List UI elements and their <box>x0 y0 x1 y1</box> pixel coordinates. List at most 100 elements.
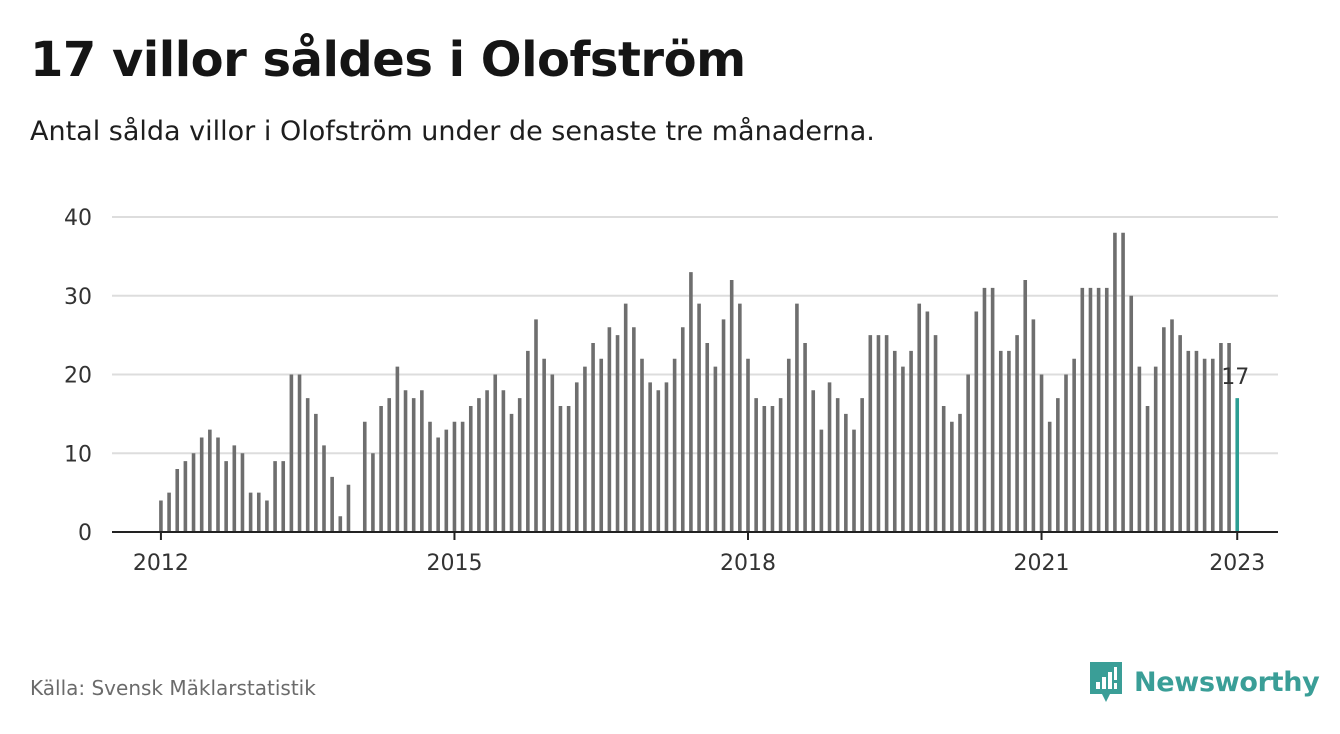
bar <box>1104 287 1109 533</box>
bar <box>811 390 816 532</box>
bar <box>1153 366 1158 533</box>
bar <box>436 437 440 532</box>
bar <box>1015 335 1019 533</box>
bar-chart: 0 10 20 30 40 17 2012 2015 2018 2021 2023 <box>64 206 1278 576</box>
bar <box>795 303 799 533</box>
bar <box>1007 350 1011 533</box>
bar <box>1202 358 1207 532</box>
bar <box>379 406 383 532</box>
bar <box>1023 280 1028 532</box>
bar <box>1088 287 1093 533</box>
bar <box>297 374 302 532</box>
bar <box>477 398 481 533</box>
bar <box>844 413 848 533</box>
gridlines <box>112 216 1278 455</box>
x-tick-label: 2021 <box>1014 551 1070 576</box>
bar <box>746 358 750 532</box>
bar <box>689 272 693 533</box>
y-tick-label: 0 <box>78 521 92 546</box>
bar <box>819 429 824 533</box>
bar <box>216 437 220 532</box>
bar <box>982 287 987 533</box>
bar <box>827 382 832 533</box>
bar <box>387 398 392 533</box>
bar <box>892 350 897 533</box>
bar <box>1194 350 1199 533</box>
bar <box>256 492 261 533</box>
bar <box>509 413 514 533</box>
bar <box>876 335 881 533</box>
bar <box>362 421 367 532</box>
bar <box>183 461 188 533</box>
bar <box>656 390 661 532</box>
bar <box>640 358 644 532</box>
bar <box>884 335 889 533</box>
bar <box>159 500 163 532</box>
bar <box>338 516 343 532</box>
bar <box>762 406 767 532</box>
x-tick-label: 2015 <box>426 551 482 576</box>
bar <box>444 429 449 533</box>
bar <box>468 406 473 532</box>
bar <box>395 366 400 533</box>
bar <box>672 358 677 532</box>
bar <box>232 445 237 533</box>
bar <box>542 358 546 532</box>
bar <box>680 327 685 532</box>
bar <box>860 398 864 533</box>
bar <box>1219 343 1223 532</box>
bar <box>933 335 938 533</box>
bar <box>281 461 286 533</box>
bar <box>1227 343 1231 532</box>
bar <box>191 453 196 532</box>
bar <box>558 406 563 532</box>
bar <box>240 453 245 532</box>
bar <box>729 280 734 532</box>
bar <box>224 461 228 533</box>
bar <box>925 311 930 532</box>
bar <box>1170 319 1174 533</box>
bar <box>599 358 604 532</box>
bar <box>167 492 171 533</box>
bar <box>1080 287 1085 533</box>
bar <box>1162 327 1166 532</box>
bar <box>990 287 995 533</box>
bar <box>411 398 416 533</box>
highlight-value-label: 17 <box>1221 365 1249 390</box>
bar <box>1072 358 1076 532</box>
bar <box>901 366 905 533</box>
y-tick-label: 40 <box>64 206 92 231</box>
bar-highlight <box>1235 398 1240 533</box>
y-tick-label: 30 <box>64 285 92 310</box>
bar <box>835 398 840 533</box>
bar <box>208 429 212 533</box>
y-tick-label: 20 <box>64 364 92 389</box>
brand-logo: Newsworthy <box>1088 660 1320 704</box>
newsworthy-logo-icon <box>1090 662 1122 702</box>
bar <box>526 350 530 533</box>
bar <box>998 350 1003 533</box>
bar <box>754 398 758 533</box>
bar <box>452 421 457 532</box>
bar <box>648 382 652 533</box>
bar <box>852 429 856 533</box>
x-tick-label: 2018 <box>720 551 776 576</box>
bar <box>697 303 701 533</box>
bar <box>1186 350 1191 533</box>
bar <box>574 382 579 533</box>
bar <box>493 374 498 532</box>
bar <box>623 303 628 533</box>
bar <box>289 374 294 532</box>
bar <box>330 476 334 533</box>
bar <box>1031 319 1036 533</box>
source-note: Källa: Svensk Mäklarstatistik <box>30 676 316 700</box>
bar <box>199 437 204 532</box>
bar <box>583 366 587 533</box>
bar <box>958 413 962 533</box>
bar <box>909 350 913 533</box>
bar <box>273 461 277 533</box>
bar <box>1121 232 1125 532</box>
bar <box>1178 335 1182 533</box>
bar <box>738 303 742 533</box>
bar <box>1129 295 1134 532</box>
